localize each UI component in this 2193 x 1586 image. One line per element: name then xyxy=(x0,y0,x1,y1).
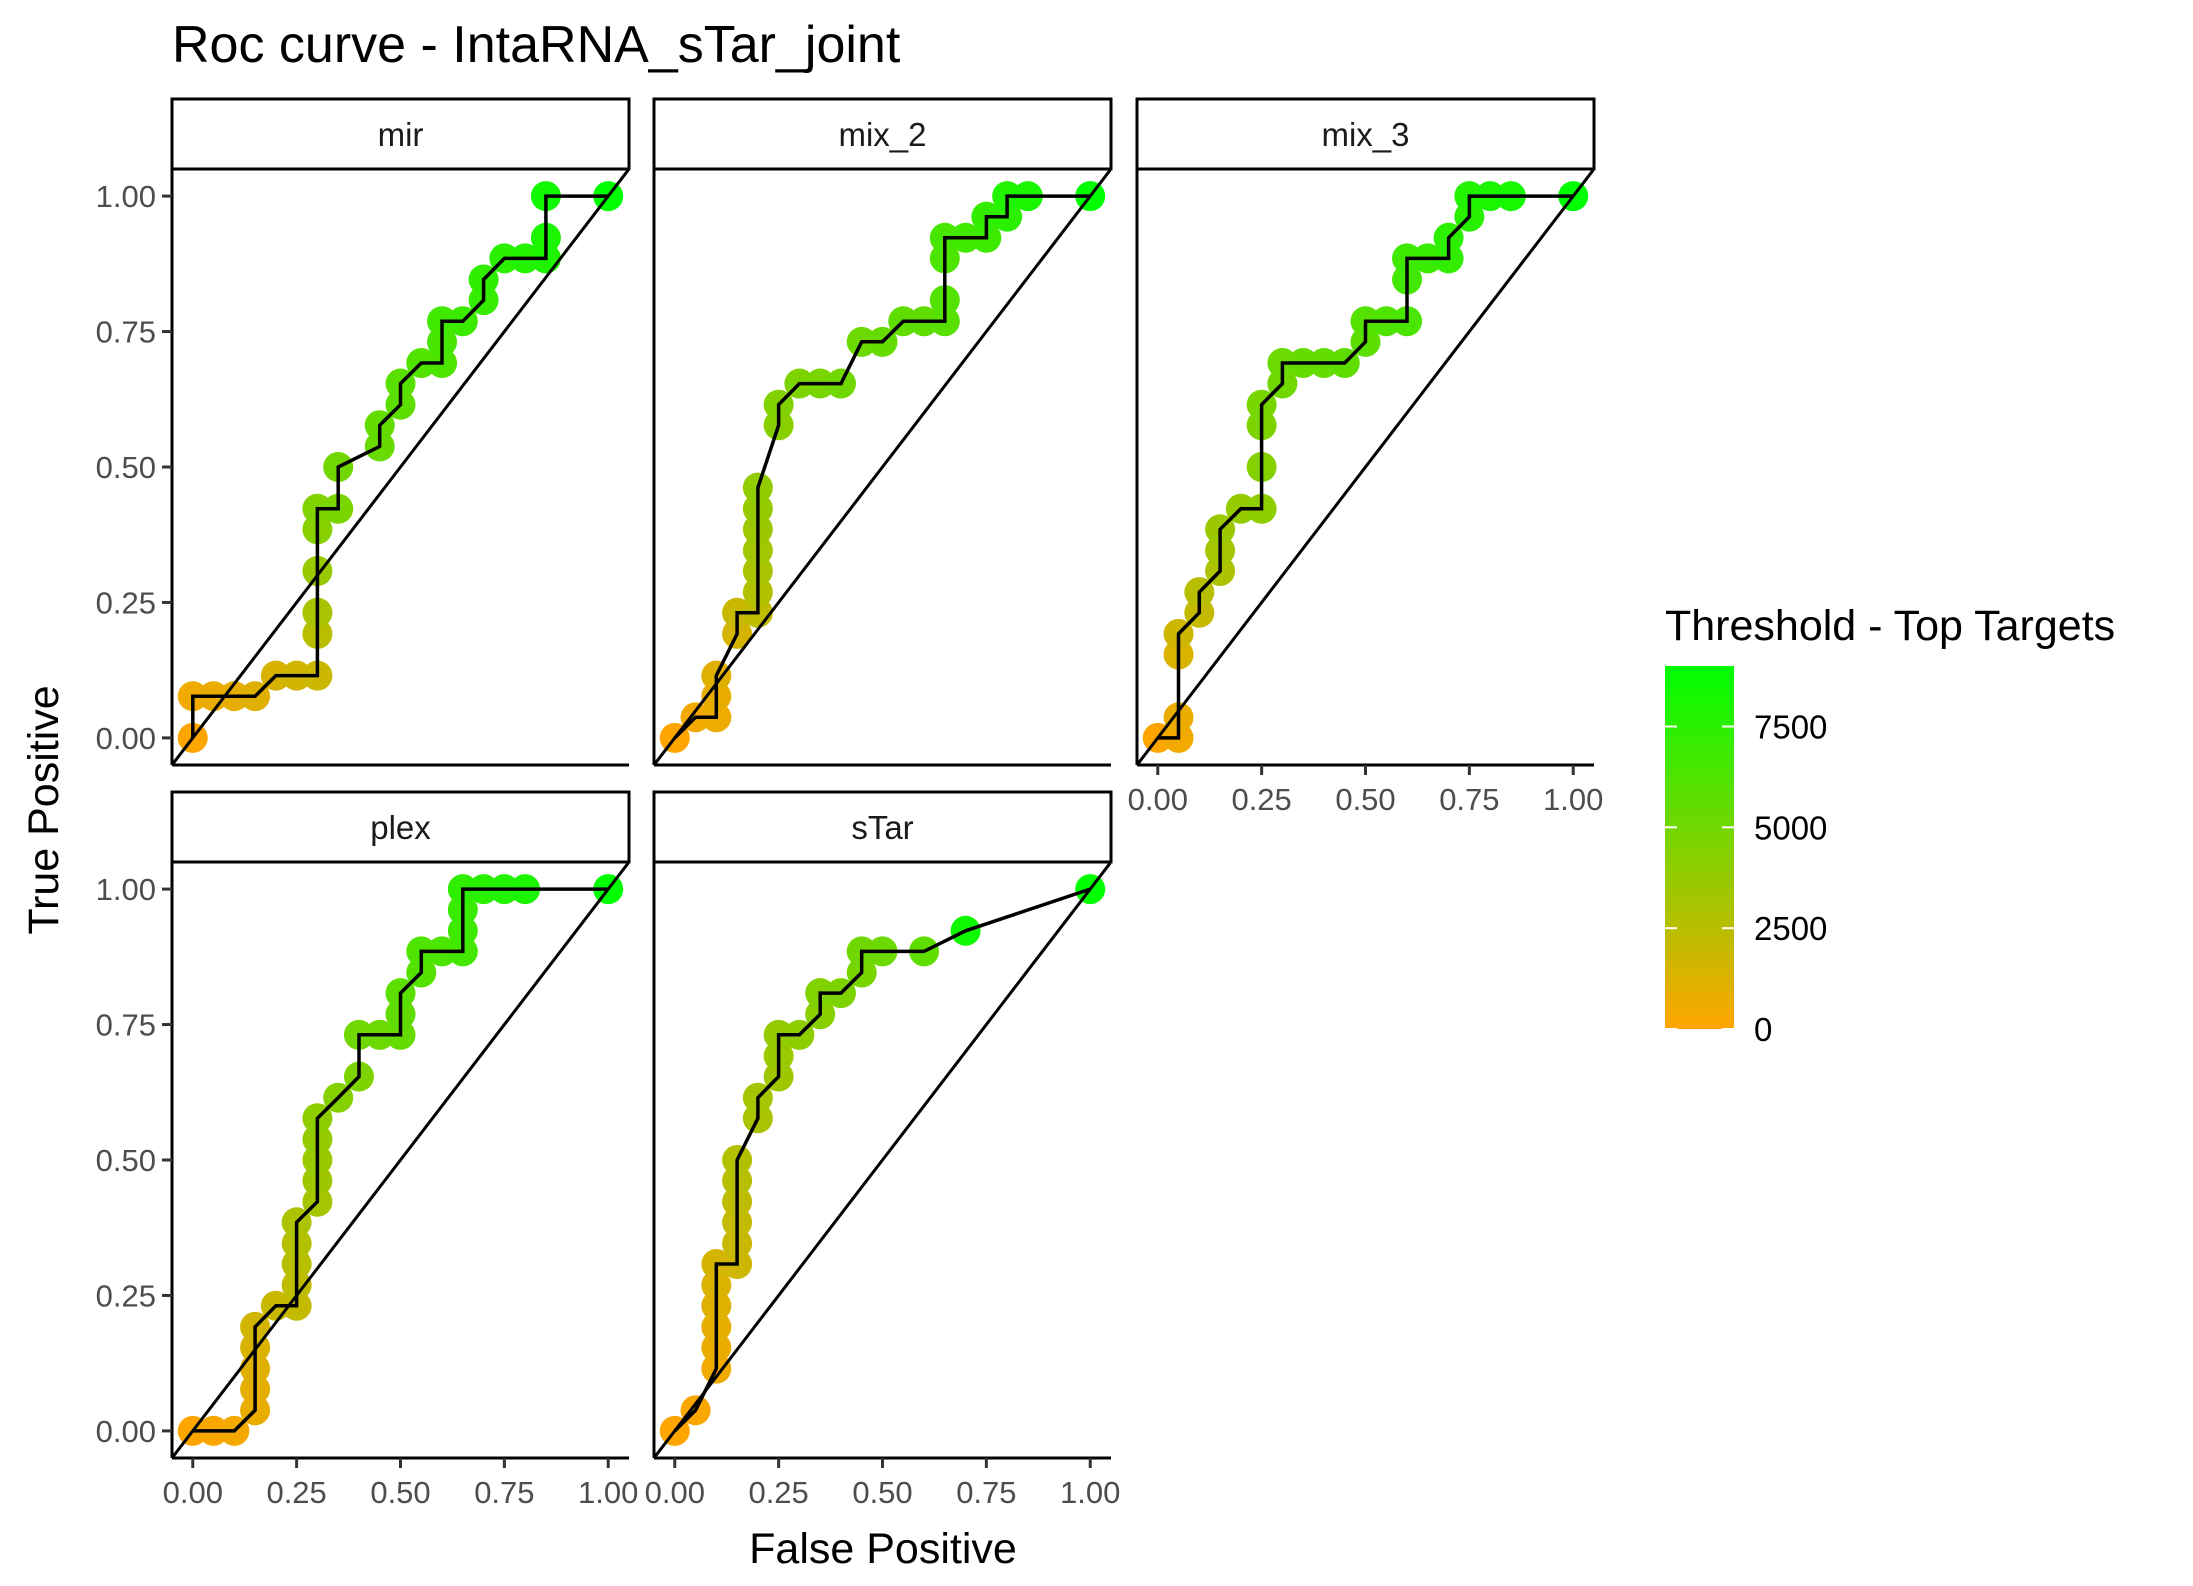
x-tick-label: 0.50 xyxy=(852,1475,912,1510)
legend: Threshold - Top Targets 0 2500 5000 7500 xyxy=(1665,602,2115,1048)
x-axis-label: False Positive xyxy=(749,1525,1017,1573)
x-tick-label: 0.75 xyxy=(956,1475,1016,1510)
legend-tick-label: 0 xyxy=(1754,1011,1772,1048)
legend-tick-label: 2500 xyxy=(1754,910,1827,947)
panel-strip xyxy=(652,790,1113,864)
y-tick-label: 0.50 xyxy=(96,450,156,485)
y-tick-label: 0.50 xyxy=(96,1143,156,1178)
x-tick-label: 0.75 xyxy=(1439,782,1499,817)
panel-strip-label: mir xyxy=(378,116,424,153)
diagonal-reference-line xyxy=(654,169,1111,766)
chart-title: Roc curve - IntaRNA_sTar_joint xyxy=(172,16,901,74)
x-tick-label: 0.00 xyxy=(645,1475,705,1510)
panel-mix_3: mix_3 0.00 0.25 0.50 0.75 1.00 xyxy=(1128,97,1603,817)
y-axis-label: True Positive xyxy=(20,685,68,934)
legend-ticks: 0 2500 5000 7500 xyxy=(1665,709,1827,1048)
roc-line xyxy=(673,887,1091,1433)
x-tick-label: 0.25 xyxy=(266,1475,326,1510)
panel-plex: plex 0.00 0.25 0.50 0.75 1.00 0.00 0.25 0.50 0.75… xyxy=(96,790,638,1510)
x-tick-label: 1.00 xyxy=(1060,1475,1120,1510)
diagonal-reference-line xyxy=(172,862,629,1459)
facet-panels: mir 0.00 0.25 0.50 0.75 1.00 mix_2 mix_3 0.00 0.2… xyxy=(96,97,1603,1510)
legend-tick-label: 7500 xyxy=(1754,709,1827,746)
y-tick-label: 0.00 xyxy=(96,721,156,756)
panel-strip-label: mix_2 xyxy=(838,116,926,153)
x-tick-label: 0.00 xyxy=(163,1475,223,1510)
panel-strip-label: plex xyxy=(370,809,431,846)
x-tick-label: 0.75 xyxy=(474,1475,534,1510)
legend-tick-label: 5000 xyxy=(1754,809,1827,846)
y-tick-label: 0.25 xyxy=(96,1278,156,1313)
diagonal-reference-line xyxy=(172,169,629,766)
panel-strip xyxy=(652,97,1113,171)
roc-line xyxy=(673,194,1091,740)
y-tick-label: 0.00 xyxy=(96,1414,156,1449)
panel-sTar: sTar 0.00 0.25 0.50 0.75 1.00 xyxy=(645,790,1120,1510)
legend-title: Threshold - Top Targets xyxy=(1665,602,2115,650)
roc-line xyxy=(1157,194,1574,740)
y-tick-label: 0.75 xyxy=(96,1008,156,1043)
y-tick-label: 0.25 xyxy=(96,585,156,620)
legend-colorbar xyxy=(1665,666,1734,1029)
y-tick-label: 0.75 xyxy=(96,315,156,350)
x-tick-label: 0.25 xyxy=(1231,782,1291,817)
x-tick-label: 1.00 xyxy=(1543,782,1603,817)
point-layer xyxy=(177,181,624,753)
y-tick-label: 1.00 xyxy=(96,179,156,214)
x-tick-label: 0.25 xyxy=(748,1475,808,1510)
panel-strip xyxy=(170,97,631,171)
x-tick-label: 0.00 xyxy=(1128,782,1188,817)
diagonal-reference-line xyxy=(654,862,1111,1459)
x-tick-label: 0.50 xyxy=(370,1475,430,1510)
y-tick-label: 1.00 xyxy=(96,872,156,907)
panel-strip xyxy=(170,790,631,864)
x-tick-label: 0.50 xyxy=(1335,782,1395,817)
diagonal-reference-line xyxy=(1137,169,1594,766)
x-tick-label: 1.00 xyxy=(578,1475,638,1510)
panel-mir: mir 0.00 0.25 0.50 0.75 1.00 xyxy=(96,97,631,767)
panel-mix_2: mix_2 xyxy=(652,97,1113,767)
panel-strip-label: sTar xyxy=(851,809,913,846)
roc-line xyxy=(191,194,609,738)
panel-strip-label: mix_3 xyxy=(1321,116,1409,153)
panel-strip xyxy=(1135,97,1596,171)
